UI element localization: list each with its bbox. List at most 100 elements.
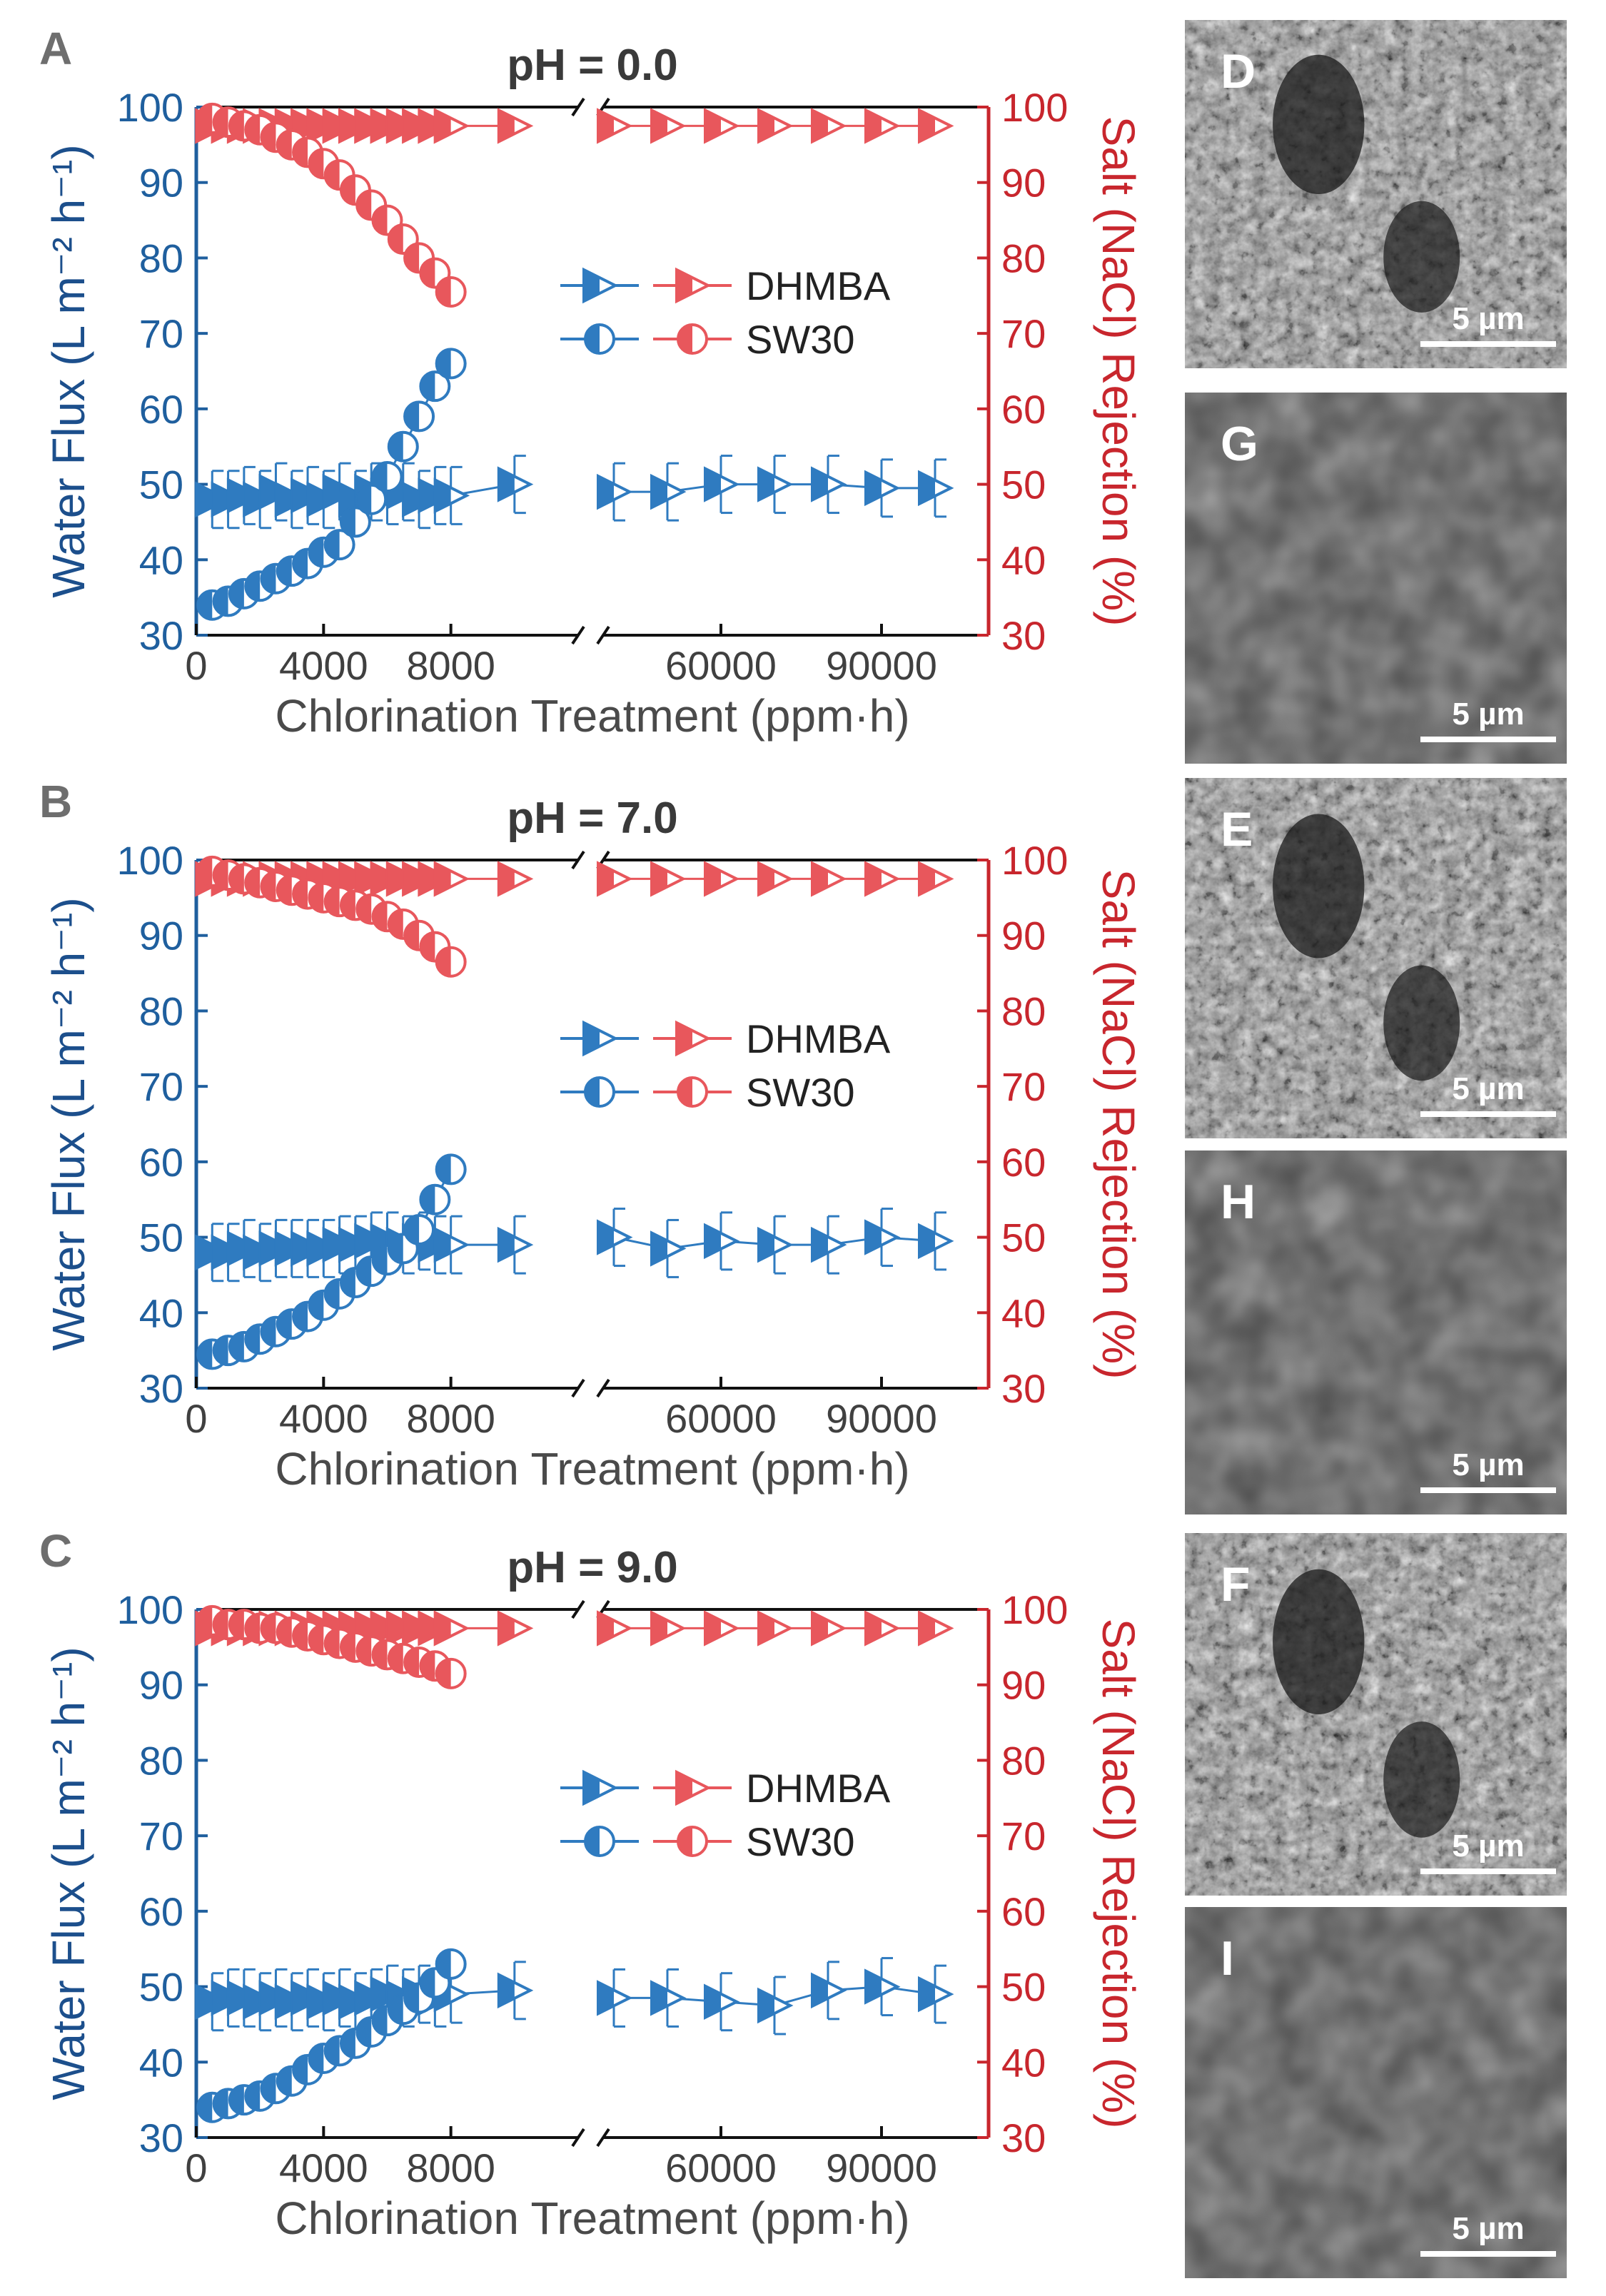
data-point: [597, 1980, 633, 2016]
scale-bar-label: 5 µm: [1452, 697, 1524, 732]
y-right-tick-label: 40: [1001, 1290, 1046, 1335]
marker-fill: [309, 537, 324, 567]
y-left-tick-label: 50: [139, 1215, 183, 1260]
marker-fill: [309, 1625, 324, 1654]
sem-panel-letter: G: [1221, 417, 1258, 471]
marker-fill: [339, 110, 355, 142]
y-right-tick-label: 60: [1001, 387, 1046, 432]
data-point: [864, 861, 901, 897]
marker-fill: [919, 1612, 935, 1644]
marker-fill: [435, 863, 451, 895]
sem-panel-letter: E: [1221, 802, 1253, 856]
x-tick-label: 4000: [279, 643, 368, 688]
marker-fill: [388, 909, 403, 939]
data-point: [433, 861, 470, 897]
marker-fill: [919, 863, 935, 895]
data-point: [650, 1610, 687, 1647]
y-left-tick-label: 70: [139, 1064, 183, 1109]
marker-fill: [919, 1225, 935, 1257]
marker-fill: [308, 110, 324, 142]
scale-bar-label: 5 µm: [1452, 2211, 1524, 2246]
marker-fill: [293, 138, 308, 167]
series-sw30-rejection: [196, 1604, 467, 1689]
y-right-axis-label: Salt (NaCl) Rejection (%): [1093, 116, 1144, 627]
marker-fill: [308, 483, 324, 515]
sem-texture-group: [1185, 1150, 1567, 1514]
marker-fill: [812, 468, 828, 500]
y-right-tick-label: 30: [1001, 2115, 1046, 2160]
sem-texture-detail: [1185, 1533, 1567, 1896]
marker-fill: [584, 1023, 600, 1054]
marker-fill: [292, 480, 308, 512]
marker-fill: [387, 110, 403, 142]
x-tick-label: 8000: [406, 2145, 495, 2190]
marker-fill: [325, 1629, 340, 1658]
x-tick-label: 0: [185, 1396, 207, 1441]
data-point: [650, 108, 687, 144]
scale-bar: [1420, 737, 1556, 742]
data-point: [497, 1972, 534, 2009]
marker-fill: [198, 1606, 213, 1635]
y-left-tick-label: 60: [139, 1889, 183, 1934]
data-point: [292, 547, 324, 580]
marker-fill: [260, 476, 276, 508]
data-point: [704, 108, 740, 144]
scale-bar-label: 5 µm: [1452, 1071, 1524, 1106]
marker-fill: [229, 579, 244, 608]
sem-pore: [1273, 54, 1365, 195]
marker-fill: [678, 325, 692, 353]
marker-fill: [420, 1185, 435, 1214]
scale-bar-label: 5 µm: [1452, 301, 1524, 336]
data-point: [339, 506, 371, 538]
marker-fill: [652, 1233, 667, 1265]
sem-image-e: E 5 µm: [1185, 778, 1567, 1138]
legend-marker: [675, 267, 712, 304]
marker-fill: [371, 863, 388, 895]
legend-marker: [584, 1076, 615, 1108]
marker-fill: [198, 2093, 213, 2122]
y-left-tick-label: 50: [139, 1965, 183, 2010]
series-sw30-rejection: [196, 855, 467, 978]
axis-break-mark: [571, 850, 585, 870]
marker-fill: [403, 110, 420, 142]
marker-fill: [598, 1982, 614, 2014]
y-left-axis-label: Water Flux (L m⁻² h⁻¹): [43, 144, 94, 597]
y-right-tick-label: 90: [1001, 1663, 1046, 1708]
marker-fill: [277, 1310, 292, 1339]
legend-marker: [677, 1076, 708, 1108]
marker-fill: [246, 1325, 261, 1354]
marker-fill: [435, 1229, 451, 1261]
sem-texture: [1185, 1907, 1567, 2278]
data-point: [433, 1610, 470, 1647]
y-left-tick-label: 40: [139, 2040, 183, 2085]
data-point: [918, 1976, 954, 2013]
data-point: [918, 470, 954, 507]
legend-marker: [582, 1769, 619, 1806]
data-point: [435, 348, 467, 380]
data-point: [864, 470, 901, 507]
marker-fill: [340, 891, 355, 920]
marker-fill: [705, 1612, 721, 1644]
x-tick-label: 0: [185, 2145, 207, 2190]
data-point: [811, 1972, 847, 2009]
x-tick-label: 0: [185, 643, 207, 688]
y-right-tick-label: 70: [1001, 1814, 1046, 1858]
y-left-tick-label: 40: [139, 537, 183, 582]
marker-fill: [292, 1982, 308, 2014]
sem-texture-detail: [1185, 778, 1567, 1138]
y-right-axis-label: Salt (NaCl) Rejection (%): [1093, 1619, 1144, 2129]
x-tick-label: 60000: [665, 2145, 777, 2190]
legend-label: DHMBA: [746, 1016, 891, 1061]
axis-break-mark: [571, 1378, 585, 1398]
y-left-tick-label: 30: [139, 2115, 183, 2160]
marker-fill: [498, 110, 515, 142]
marker-fill: [598, 476, 614, 508]
y-left-tick-label: 30: [139, 1366, 183, 1411]
legend-label: SW30: [746, 317, 855, 362]
series-dhmba-flux: [195, 455, 954, 530]
marker-fill: [403, 483, 420, 515]
y-right-tick-label: 40: [1001, 2040, 1046, 2085]
marker-fill: [196, 1986, 213, 2018]
x-tick-label: 90000: [826, 643, 937, 688]
data-point: [497, 861, 534, 897]
